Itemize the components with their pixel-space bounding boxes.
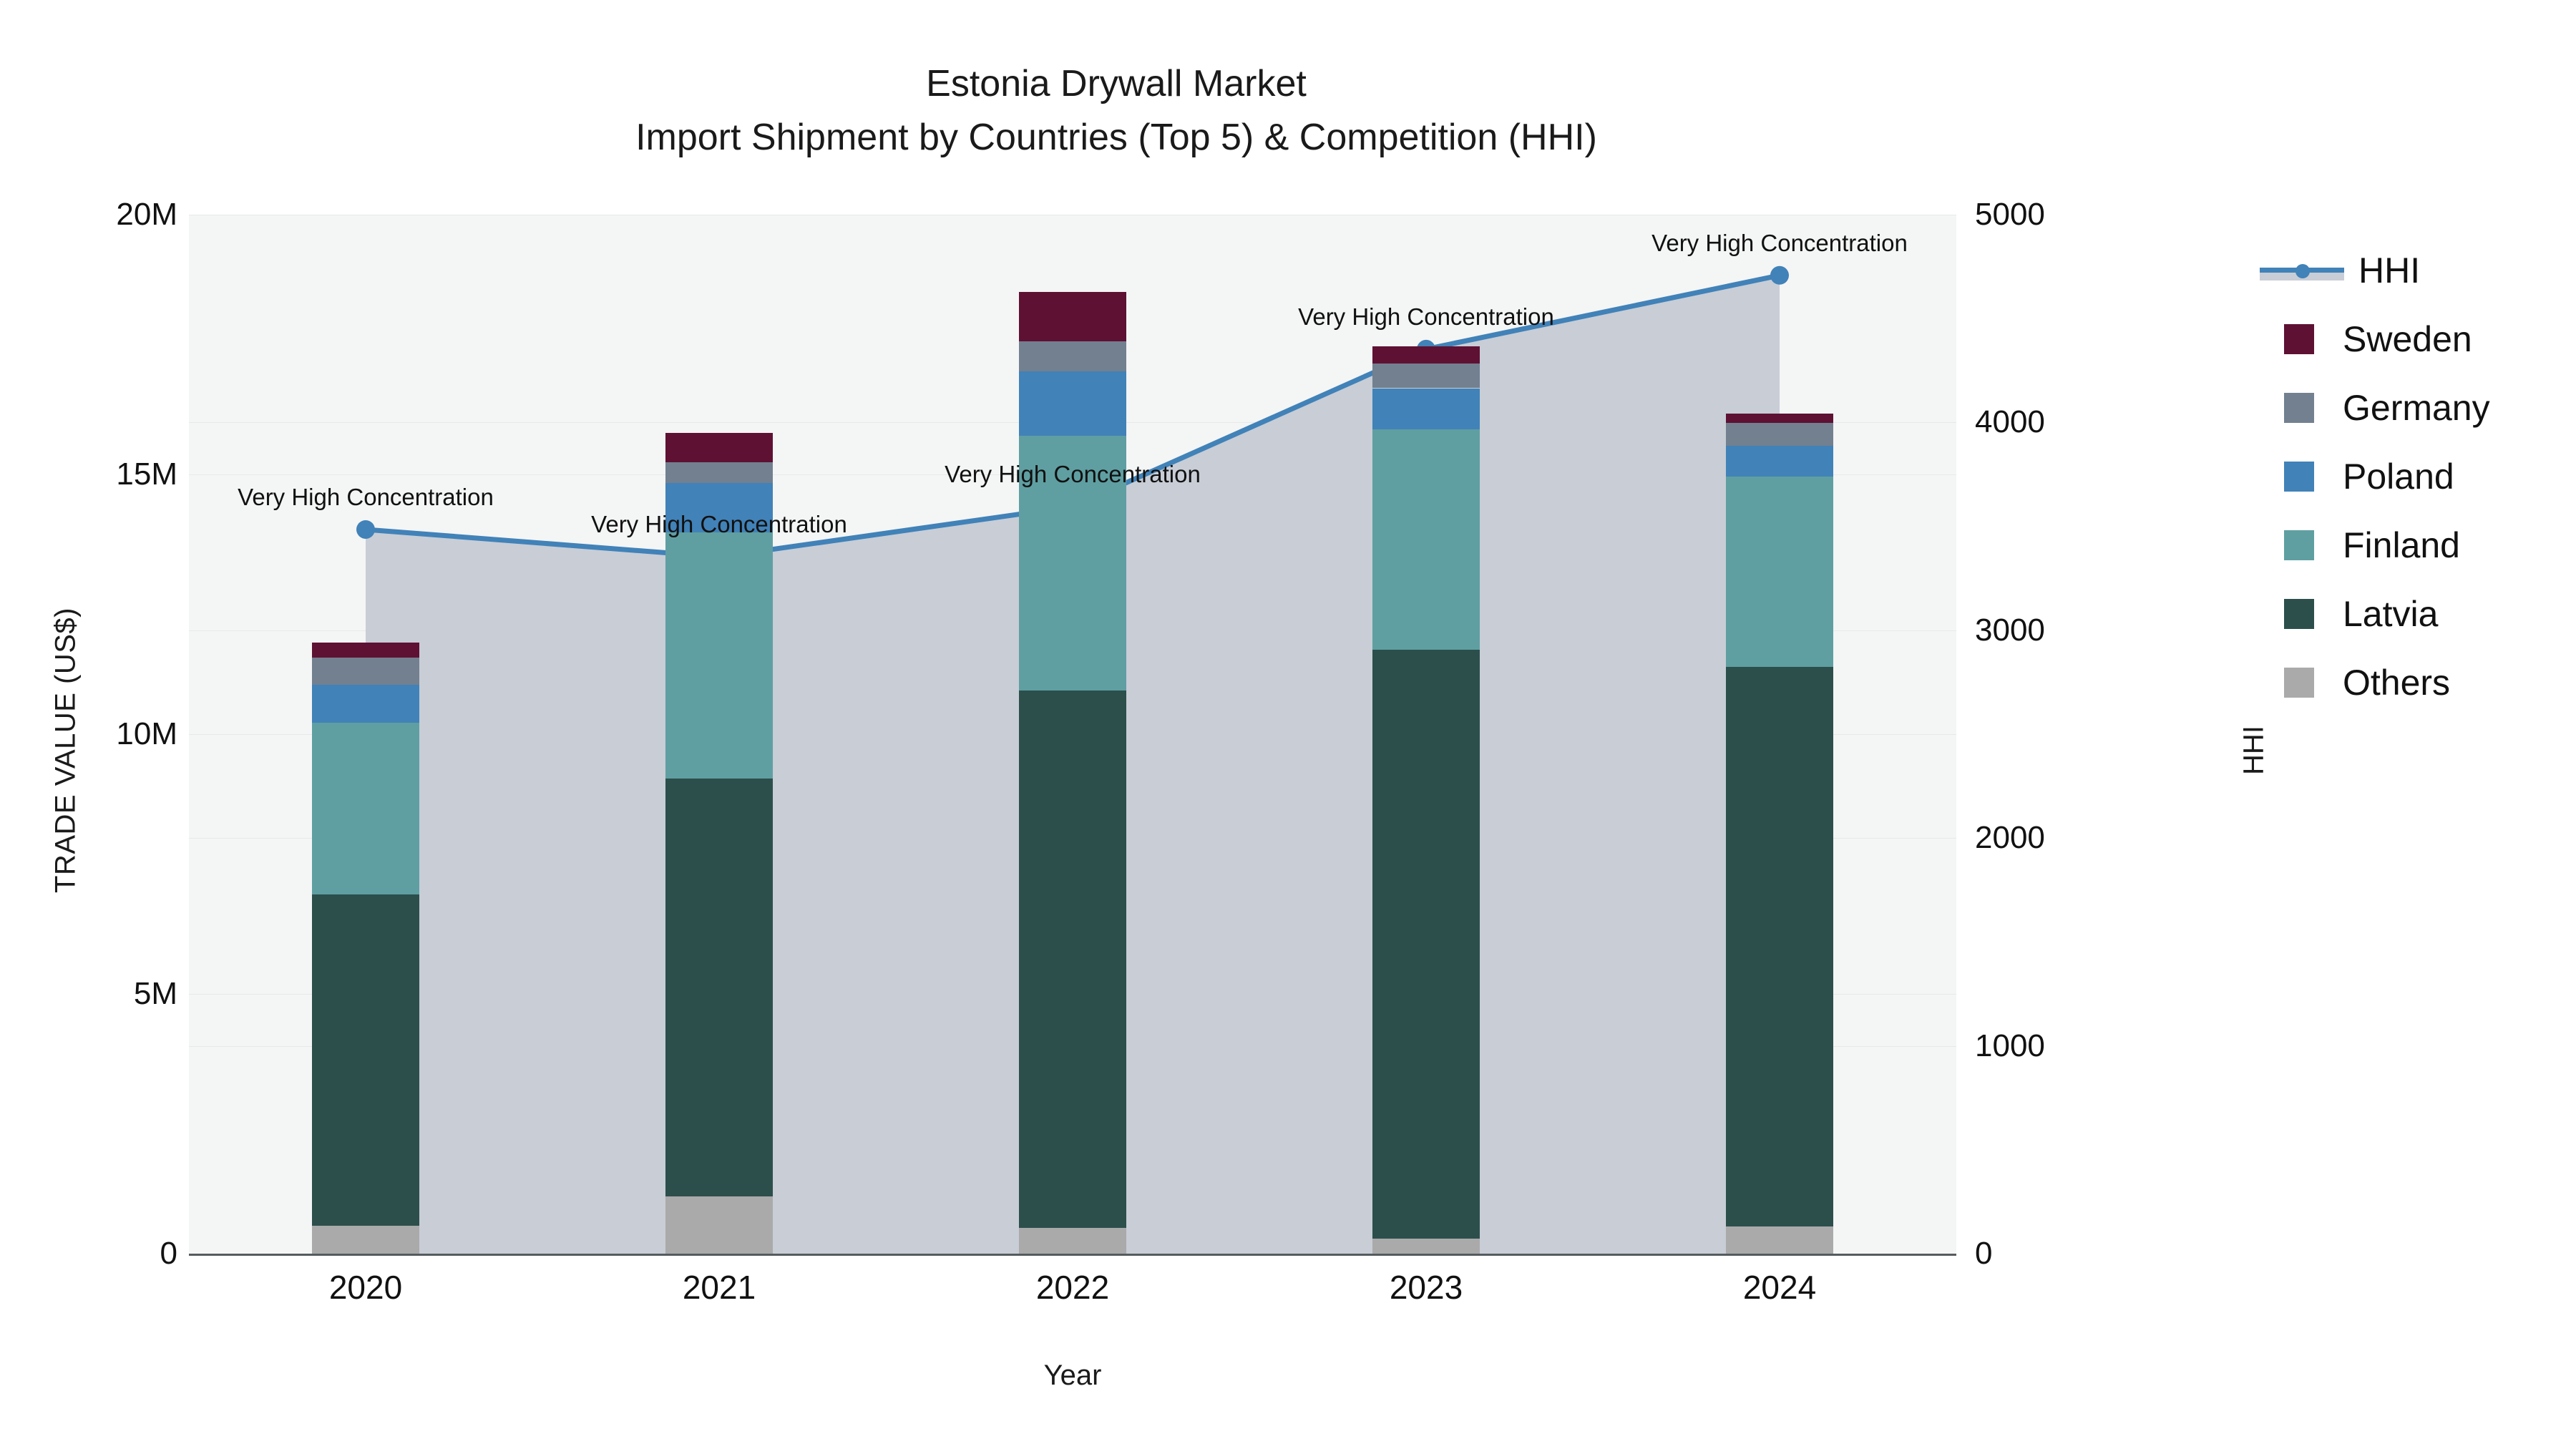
- concentration-annotation: Very High Concentration: [238, 483, 494, 510]
- bar-segment-finland[interactable]: [312, 723, 419, 894]
- bar-segment-germany[interactable]: [1726, 423, 1833, 447]
- x-axis-line: [189, 1254, 1956, 1256]
- bar-segment-finland[interactable]: [1726, 476, 1833, 668]
- bar-segment-others[interactable]: [1019, 1228, 1126, 1254]
- x-tick-label-2021: 2021: [682, 1269, 756, 1306]
- x-axis-label: Year: [1043, 1360, 1102, 1391]
- bar-segment-poland[interactable]: [312, 685, 419, 723]
- bar-segment-sweden[interactable]: [1372, 346, 1480, 364]
- bar-segment-sweden[interactable]: [1726, 414, 1833, 424]
- x-tick-label-2024: 2024: [1742, 1269, 1817, 1306]
- y2-tick-label: 0: [1975, 1236, 1993, 1271]
- bar-segment-germany[interactable]: [1372, 364, 1480, 389]
- bar-group[interactable]: [312, 215, 419, 1254]
- chart-subtitle: Import Shipment by Countries (Top 5) & C…: [635, 117, 1597, 159]
- legend-swatch-icon: [2284, 393, 2314, 423]
- concentration-annotation: Very High Concentration: [1652, 229, 1908, 256]
- y-tick-label: 10M: [116, 716, 177, 751]
- y-tick-label: 15M: [116, 457, 177, 492]
- legend-item-latvia[interactable]: Latvia: [2260, 580, 2490, 648]
- bar-segment-poland[interactable]: [1372, 388, 1480, 429]
- legend-label: HHI: [2358, 250, 2421, 291]
- concentration-annotation: Very High Concentration: [1298, 303, 1554, 330]
- bar-group[interactable]: [665, 215, 773, 1254]
- bar-segment-finland[interactable]: [1019, 435, 1126, 691]
- bar-segment-sweden[interactable]: [665, 432, 773, 462]
- bar-segment-finland[interactable]: [1372, 429, 1480, 650]
- bar-segment-latvia[interactable]: [1372, 649, 1480, 1239]
- bar-segment-latvia[interactable]: [312, 894, 419, 1226]
- bar-group[interactable]: [1019, 215, 1126, 1254]
- bar-segment-germany[interactable]: [312, 658, 419, 686]
- legend-item-others[interactable]: Others: [2260, 648, 2490, 717]
- bar-segment-sweden[interactable]: [312, 643, 419, 658]
- legend-label: Others: [2343, 663, 2451, 703]
- y2-tick-label: 4000: [1975, 404, 2045, 440]
- legend-label: Sweden: [2343, 319, 2472, 359]
- bar-segment-finland[interactable]: [665, 532, 773, 779]
- bar-segment-sweden[interactable]: [1019, 292, 1126, 342]
- legend-item-finland[interactable]: Finland: [2260, 511, 2490, 580]
- legend-swatch-icon: [2284, 530, 2314, 560]
- chart-title: Estonia Drywall Market: [926, 63, 1307, 104]
- bar-segment-latvia[interactable]: [665, 778, 773, 1197]
- y-tick-label: 0: [160, 1236, 177, 1271]
- bar-group[interactable]: [1726, 215, 1833, 1254]
- legend-item-hhi[interactable]: HHI: [2260, 236, 2490, 305]
- y-tick-label: 5M: [133, 976, 177, 1011]
- bar-segment-poland[interactable]: [1726, 446, 1833, 477]
- y2-tick-label: 3000: [1975, 612, 2045, 648]
- legend-label: Finland: [2343, 525, 2460, 565]
- hhi-marker[interactable]: [1770, 265, 1789, 285]
- legend-item-poland[interactable]: Poland: [2260, 442, 2490, 511]
- y2-tick-label: 5000: [1975, 197, 2045, 232]
- bar-segment-germany[interactable]: [665, 462, 773, 483]
- bar-segment-others[interactable]: [312, 1225, 419, 1254]
- bar-segment-others[interactable]: [665, 1196, 773, 1254]
- chart-title-block: Estonia Drywall Market Import Shipment b…: [0, 57, 2233, 165]
- bar-segment-latvia[interactable]: [1726, 667, 1833, 1227]
- bar-segment-poland[interactable]: [1019, 371, 1126, 436]
- x-tick-label-2020: 2020: [328, 1269, 403, 1306]
- legend-swatch-icon: [2284, 599, 2314, 629]
- legend-swatch-icon: [2284, 324, 2314, 354]
- legend-label: Latvia: [2343, 594, 2439, 634]
- hhi-marker[interactable]: [356, 519, 375, 539]
- y2-tick-label: 2000: [1975, 820, 2045, 856]
- legend-label: Germany: [2343, 388, 2490, 428]
- bar-segment-poland[interactable]: [665, 482, 773, 532]
- y-tick-label: 20M: [116, 197, 177, 232]
- legend: HHI Sweden Germany Poland Finland Latvia Other…: [2260, 236, 2490, 717]
- bar-segment-others[interactable]: [1372, 1238, 1480, 1254]
- concentration-annotation: Very High Concentration: [591, 511, 847, 538]
- plot-area: Very High Concentration Very High Concent…: [189, 215, 1956, 1254]
- y2-tick-label: 1000: [1975, 1028, 2045, 1063]
- bar-segment-latvia[interactable]: [1019, 691, 1126, 1229]
- concentration-annotation: Very High Concentration: [945, 461, 1201, 487]
- legend-swatch-icon: [2284, 462, 2314, 492]
- legend-line-marker-icon: [2260, 255, 2344, 286]
- legend-item-sweden[interactable]: Sweden: [2260, 305, 2490, 374]
- legend-swatch-icon: [2284, 668, 2314, 698]
- legend-item-germany[interactable]: Germany: [2260, 374, 2490, 442]
- bar-segment-germany[interactable]: [1019, 341, 1126, 371]
- bar-group[interactable]: [1372, 215, 1480, 1254]
- x-tick-label-2022: 2022: [1035, 1269, 1110, 1306]
- legend-label: Poland: [2343, 457, 2454, 497]
- bar-segment-others[interactable]: [1726, 1226, 1833, 1254]
- x-tick-label-2023: 2023: [1389, 1269, 1463, 1306]
